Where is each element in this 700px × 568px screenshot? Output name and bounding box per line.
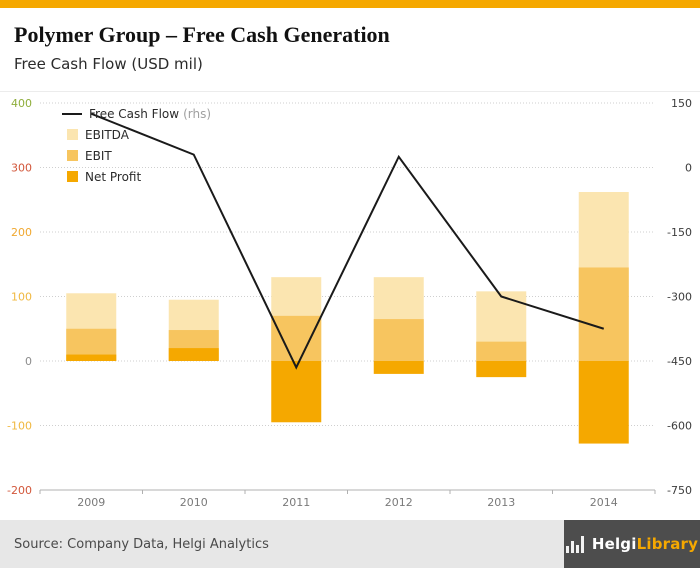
left-axis-label: -200 <box>7 484 32 497</box>
right-axis-label: 150 <box>671 97 692 110</box>
right-axis-label: -600 <box>667 420 692 433</box>
accent-top-bar <box>0 0 700 8</box>
x-axis-label-2011: 2011 <box>282 496 310 509</box>
page-subtitle: Free Cash Flow (USD mil) <box>14 55 203 74</box>
bar-ebit-2012 <box>373 319 424 361</box>
bar-net-profit-2014 <box>578 361 629 444</box>
x-axis-label-2012: 2012 <box>385 496 413 509</box>
x-axis-label-2014: 2014 <box>590 496 618 509</box>
legend-item-ebitda: EBITDA <box>62 127 211 142</box>
legend-item-free-cash-flow: Free Cash Flow (rhs) <box>62 106 211 121</box>
bar-net-profit-2009 <box>66 354 117 361</box>
logo-text-library: Library <box>636 535 699 553</box>
legend-label: Net Profit <box>85 169 142 184</box>
bar-ebit-2013 <box>476 341 527 361</box>
left-axis-label: 0 <box>25 355 32 368</box>
right-axis-label: -450 <box>667 355 692 368</box>
logo-text: HelgiLibrary <box>592 535 698 553</box>
x-axis-label-2009: 2009 <box>77 496 105 509</box>
right-axis-label: 0 <box>685 162 692 175</box>
left-axis-label: 300 <box>11 162 32 175</box>
chart-area: 400 300 200 100 0 -100 -200 150 0 -150 -300 -450 -60… <box>0 92 700 520</box>
legend-swatch <box>67 150 78 161</box>
bar-chart-icon <box>565 535 586 553</box>
footer: Source: Company Data, Helgi Analytics He… <box>0 520 700 568</box>
chart-header: Polymer Group – Free Cash Generation Fre… <box>0 8 700 92</box>
x-axis-label-2013: 2013 <box>487 496 515 509</box>
bar-net-profit-2012 <box>373 361 424 374</box>
helgi-library-logo: HelgiLibrary <box>564 520 700 568</box>
left-axis-label: -100 <box>7 420 32 433</box>
left-axis-label: 200 <box>11 226 32 239</box>
legend-label-suffix: (rhs) <box>183 106 212 121</box>
legend-swatch <box>67 171 78 182</box>
bar-ebit-2011 <box>271 315 322 361</box>
line-free-cash-flow <box>90 112 605 370</box>
legend-label: EBIT <box>85 148 112 163</box>
right-axis-label: -750 <box>667 484 692 497</box>
logo-text-helgi: Helgi <box>591 535 637 553</box>
legend: Free Cash Flow (rhs) EBITDA EBIT Net Profit <box>62 106 211 190</box>
legend-line-marker <box>62 112 82 115</box>
bar-net-profit-2011 <box>271 361 322 423</box>
source-note: Source: Company Data, Helgi Analytics <box>14 536 269 552</box>
legend-swatch <box>67 129 78 140</box>
legend-item-ebit: EBIT <box>62 148 211 163</box>
legend-label: Free Cash Flow <box>89 106 180 121</box>
bar-net-profit-2010 <box>168 348 219 361</box>
x-axis-label-2010: 2010 <box>180 496 208 509</box>
right-axis-label: -300 <box>667 291 692 304</box>
bar-net-profit-2013 <box>476 361 527 378</box>
plot-svg: 400 300 200 100 0 -100 -200 150 0 -150 -300 -450 -60… <box>7 97 692 509</box>
page-title: Polymer Group – Free Cash Generation <box>14 22 390 47</box>
legend-item-net-profit: Net Profit <box>62 169 211 184</box>
bar-ebit-2014 <box>578 267 629 361</box>
left-axis-label: 100 <box>11 291 32 304</box>
left-axis-label: 400 <box>11 97 32 110</box>
right-axis-label: -150 <box>667 226 692 239</box>
legend-label: EBITDA <box>85 127 129 142</box>
